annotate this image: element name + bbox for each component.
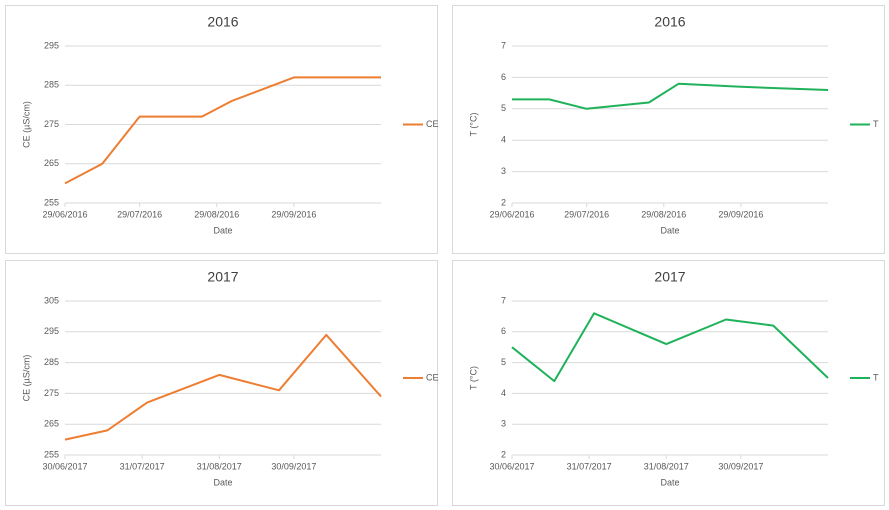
y-tick-label: 285 [44,80,59,90]
x-tick-label: 31/07/2017 [567,461,612,471]
chart-title: 2017 [207,269,238,285]
data-line [64,76,381,185]
x-tick-label: 31/07/2017 [120,461,165,471]
panel-border [452,5,885,254]
x-tick-label: 30/06/2017 [489,461,534,471]
x-tick-label: 30/09/2017 [271,461,316,471]
y-tick-label: 255 [44,197,59,207]
legend-label: T [873,119,879,129]
y-tick-label: 7 [501,295,506,305]
y-tick-label: 4 [501,135,506,145]
legend-label: CE [426,119,439,129]
chart-title: 2017 [654,269,685,285]
y-tick-label: 275 [44,388,59,398]
y-tick-label: 5 [501,357,506,367]
x-tick-label: 29/08/2016 [641,209,686,219]
y-axis-label: CE (µS/cm) [21,355,31,402]
y-tick-label: 265 [44,419,59,429]
x-tick-label: 29/06/2016 [489,209,534,219]
chart-panel: 2017 2 3 4 5 6 7 30/06/2017 31/07/2017 31/08/2017… [452,260,885,506]
data-line [511,312,829,383]
y-tick-label: 295 [44,40,59,50]
y-tick-label: 305 [44,295,59,305]
chart-panel: 2016 2 3 4 5 6 7 29/06/2016 29/07/2016 29/08/2016… [452,5,885,254]
legend-label: CE [426,372,439,382]
x-tick-label: 29/07/2016 [117,209,162,219]
y-tick-label: 4 [501,388,506,398]
x-tick-label: 30/06/2017 [42,461,87,471]
y-tick-label: 2 [501,197,506,207]
y-tick-label: 255 [44,449,59,459]
x-axis-label: Date [213,225,232,235]
y-axis-label: T (°C) [468,113,478,137]
chart-title: 2016 [654,14,685,30]
x-tick-label: 29/07/2016 [564,209,609,219]
y-axis-label: CE (µS/cm) [21,101,31,148]
x-tick-label: 29/06/2016 [42,209,87,219]
y-tick-label: 285 [44,357,59,367]
x-tick-label: 30/09/2017 [718,461,763,471]
x-axis-label: Date [660,225,679,235]
chart-panel: 2017 255 265 275 285 295 305 30/06/2017 31/07/20… [5,260,439,506]
x-tick-label: 31/08/2017 [197,461,242,471]
x-axis-label: Date [660,477,679,487]
x-tick-label: 29/08/2016 [194,209,239,219]
y-tick-label: 295 [44,326,59,336]
y-tick-label: 3 [501,419,506,429]
y-tick-label: 3 [501,166,506,176]
y-tick-label: 6 [501,326,506,336]
y-tick-label: 265 [44,158,59,168]
data-line [64,333,382,441]
x-tick-label: 29/09/2016 [718,209,763,219]
chart-panel: 2016 255 265 275 285 295 29/06/2016 29/07/2016 2… [5,5,439,254]
chart-title: 2016 [207,14,238,30]
x-axis-label: Date [213,477,232,487]
legend-label: T [873,372,879,382]
y-tick-label: 7 [501,40,506,50]
y-tick-label: 2 [501,449,506,459]
x-tick-label: 31/08/2017 [644,461,689,471]
y-tick-label: 6 [501,72,506,82]
x-tick-label: 29/09/2016 [271,209,316,219]
y-tick-label: 275 [44,119,59,129]
panel-border [5,5,438,254]
data-line [512,82,829,110]
y-tick-label: 5 [501,103,506,113]
y-axis-label: T (°C) [468,366,478,390]
